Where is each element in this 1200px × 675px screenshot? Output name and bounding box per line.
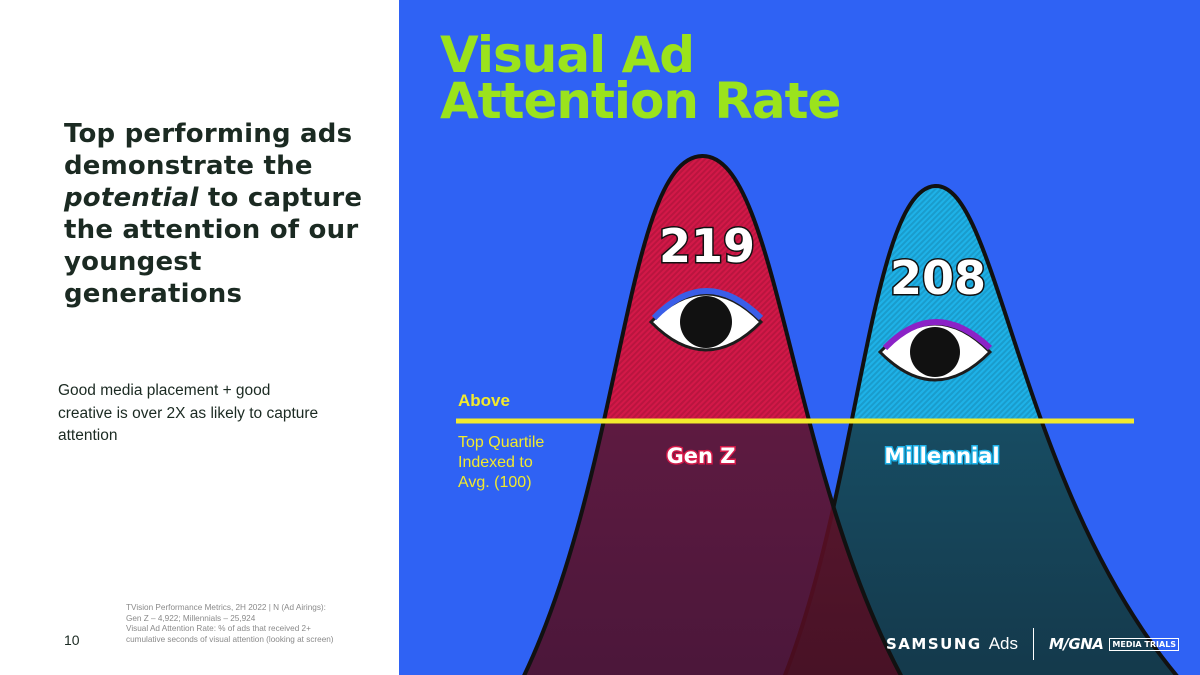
gen-z-label: Gen Z: [667, 444, 736, 468]
headline: Top performing ads demonstrate the poten…: [64, 118, 364, 310]
quartile-label-line: Avg. (100): [458, 474, 532, 491]
eye-icon: [877, 319, 993, 382]
source-note-line: Visual Ad Attention Rate: % of ads that …: [126, 624, 311, 633]
ads-logo-text: Ads: [988, 634, 1018, 653]
attention-chart: 219 208 Gen Z Millennial: [456, 153, 1179, 675]
magna-logo: M/GNA: [1049, 635, 1104, 653]
headline-text-end: to capture the attention of our youngest…: [64, 183, 363, 309]
page-number: 10: [64, 632, 80, 648]
millennial-value: 208: [890, 251, 986, 305]
headline-text: Top performing ads demonstrate the: [64, 119, 353, 181]
subtext: Good media placement + good creative is …: [58, 382, 319, 444]
quartile-label-line: Indexed to: [458, 454, 533, 471]
quartile-label: Top Quartile Indexed to Avg. (100): [458, 433, 578, 493]
samsung-logo: SAMSUNG: [886, 635, 982, 653]
headline-emphasis: potential: [64, 183, 199, 213]
quartile-label-line: Top Quartile: [458, 434, 545, 451]
millennial-label: Millennial: [884, 444, 999, 468]
logo-divider: [1033, 628, 1034, 660]
chart-title-line: Visual Ad: [440, 26, 695, 84]
gen-z-value: 219: [659, 219, 755, 273]
media-trials-logo: MEDIA TRIALS: [1109, 637, 1180, 651]
source-note-line: Gen Z – 4,922; Millennials – 25,924: [126, 613, 256, 623]
text-column: Top performing ads demonstrate the poten…: [0, 0, 399, 675]
source-note-line: TVision Performance Metrics, 2H 2022 | N…: [126, 603, 326, 612]
chart-title: Visual Ad Attention Rate: [440, 26, 841, 130]
above-label: Above: [458, 391, 510, 410]
chart-panel: Visual Ad Attention Rate: [399, 0, 1200, 675]
footer-logos: SAMSUNG Ads M/GNA MEDIA TRIALS: [886, 628, 1180, 660]
source-note-line: cumulative seconds of visual attention (…: [126, 634, 334, 644]
eye-icon: [648, 288, 764, 352]
source-note: TVision Performance Metrics, 2H 2022 | N…: [126, 603, 386, 645]
chart-title-line: Attention Rate: [440, 72, 841, 130]
